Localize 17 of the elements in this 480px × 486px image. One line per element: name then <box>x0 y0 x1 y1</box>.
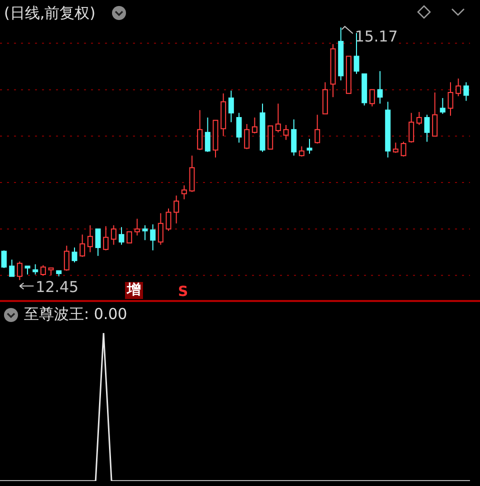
candlestick <box>385 101 391 158</box>
candlestick <box>87 224 93 253</box>
candlestick <box>174 195 180 224</box>
candlestick <box>377 70 383 104</box>
candlestick <box>158 212 164 246</box>
candlestick <box>32 264 38 275</box>
candlestick <box>118 226 124 246</box>
annotation: 12.45 <box>36 278 79 296</box>
candlestick <box>330 44 336 98</box>
candlestick <box>306 138 312 154</box>
candlestick <box>220 92 226 137</box>
candlestick <box>150 224 156 251</box>
candlestick <box>228 90 234 123</box>
chart-title: 至尊波王: 0.00 <box>24 305 128 324</box>
text: S <box>177 284 190 301</box>
chart-title: (日线,前复权) <box>4 4 96 23</box>
text: 增 <box>125 282 143 299</box>
